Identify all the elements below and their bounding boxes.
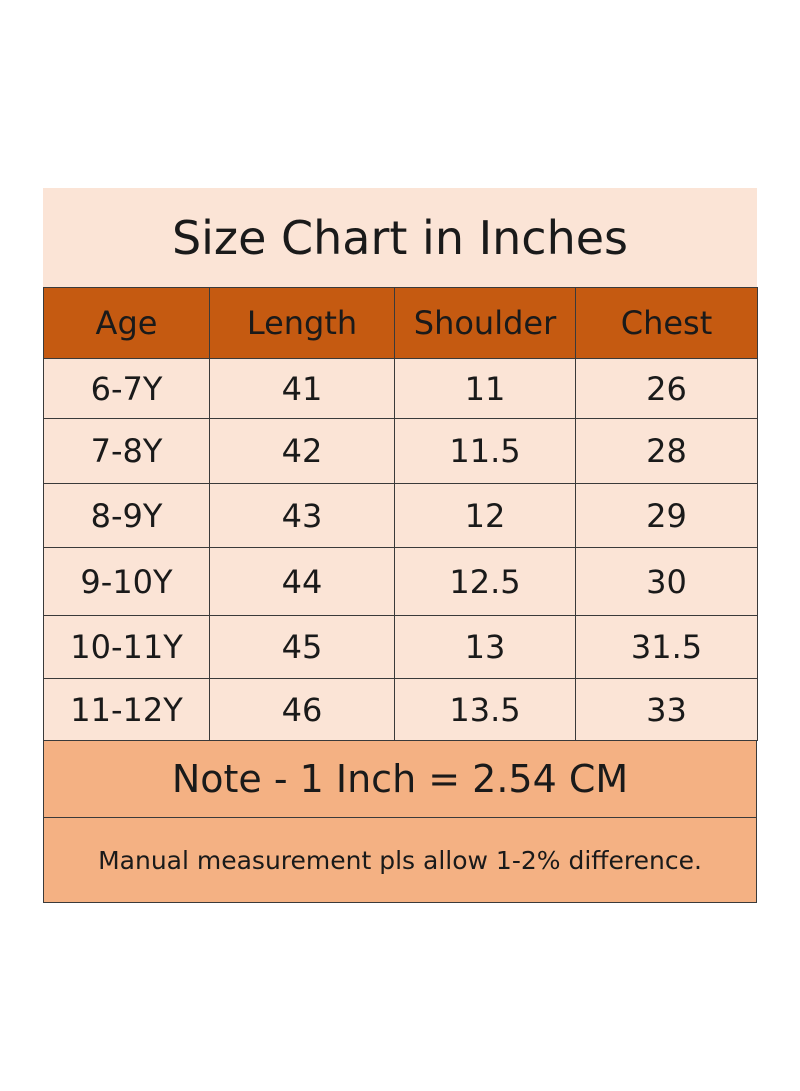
table-cell: 30 [575,547,758,616]
footnote: Manual measurement pls allow 1-2% differ… [43,817,757,903]
column-header: Chest [575,287,758,359]
table-cell: 6-7Y [43,358,210,419]
table-cell: 41 [209,358,395,419]
column-header: Age [43,287,210,359]
table-cell: 8-9Y [43,483,210,548]
table-cell: 11 [394,358,576,419]
table-cell: 13.5 [394,678,576,741]
table-cell: 45 [209,615,395,679]
table-cell: 11.5 [394,418,576,484]
table-cell: 12 [394,483,576,548]
table-cell: 7-8Y [43,418,210,484]
table-cell: 46 [209,678,395,741]
table-cell: 12.5 [394,547,576,616]
table-cell: 43 [209,483,395,548]
table-cell: 26 [575,358,758,419]
table-cell: 28 [575,418,758,484]
table-cell: 29 [575,483,758,548]
table-cell: 11-12Y [43,678,210,741]
table-cell: 42 [209,418,395,484]
table-cell: 10-11Y [43,615,210,679]
table-cell: 31.5 [575,615,758,679]
size-chart: Size Chart in Inches Note - 1 Inch = 2.5… [43,188,758,903]
note: Note - 1 Inch = 2.54 CM [43,740,757,818]
column-header: Length [209,287,395,359]
table-cell: 13 [394,615,576,679]
table-cell: 33 [575,678,758,741]
column-header: Shoulder [394,287,576,359]
table-cell: 44 [209,547,395,616]
table-cell: 9-10Y [43,547,210,616]
table-title: Size Chart in Inches [171,210,629,265]
